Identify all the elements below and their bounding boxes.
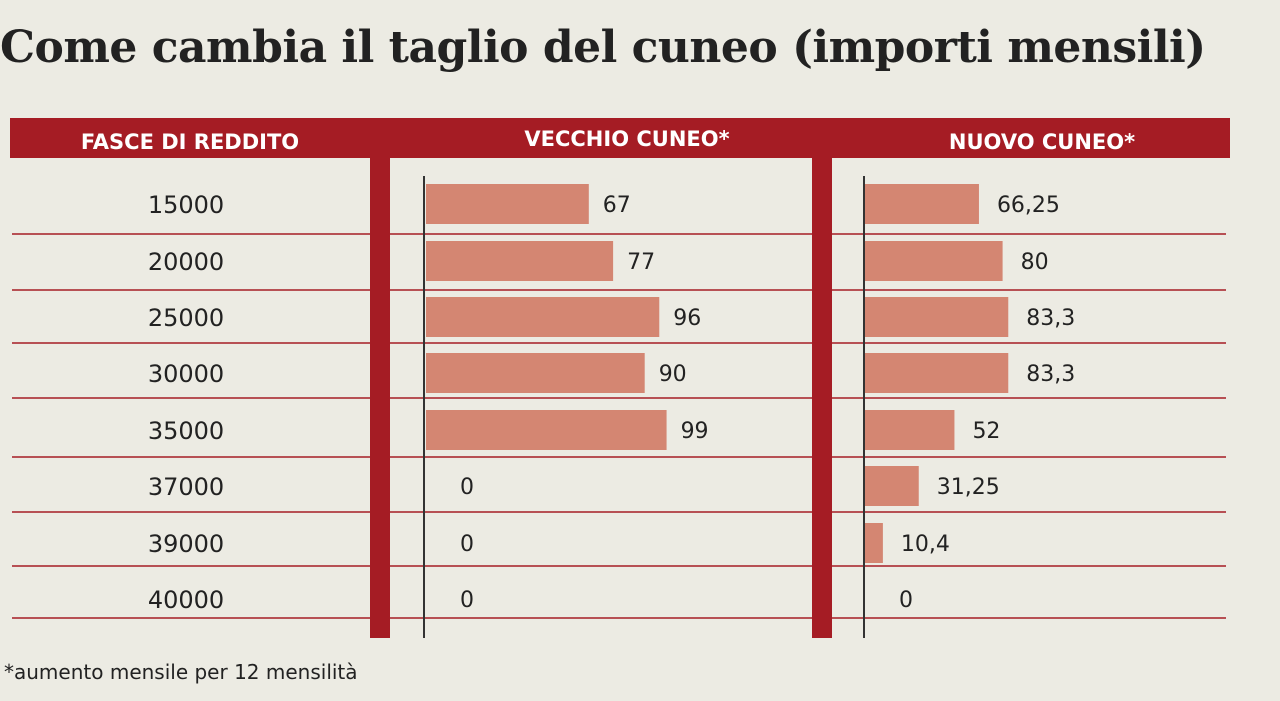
header-category: FASCE DI REDDITO: [81, 130, 299, 154]
category-label: 20000: [148, 248, 224, 276]
new-value-label: 83,3: [1026, 306, 1075, 331]
category-label: 37000: [148, 473, 224, 501]
chart-title: Come cambia il taglio del cuneo (importi…: [0, 22, 1206, 73]
new-value-label: 31,25: [937, 475, 1000, 500]
old-value-label: 0: [460, 588, 474, 613]
old-value-label: 77: [627, 250, 655, 275]
new-value-label: 0: [899, 588, 913, 613]
category-label: 30000: [148, 360, 224, 388]
category-label: 39000: [148, 530, 224, 558]
new-bar: [865, 353, 1009, 393]
new-bar: [865, 523, 883, 563]
new-value-label: 10,4: [901, 532, 950, 557]
old-value-label: 90: [659, 362, 687, 387]
header-new: NUOVO CUNEO*: [949, 130, 1135, 154]
labels: 15000 20000 25000 30000 35000 37000 39000 40000…: [148, 191, 1075, 614]
old-bar: [426, 410, 667, 450]
row-lines: [12, 176, 1226, 638]
new-bar: [865, 410, 955, 450]
chart: FASCE DI REDDITO VECCHIO CUNEO* NUOVO CUNE…: [10, 118, 1230, 638]
new-bar: [865, 184, 979, 224]
category-label: 25000: [148, 304, 224, 332]
old-value-label: 99: [681, 419, 709, 444]
column-divider-right: [812, 150, 832, 638]
new-value-label: 66,25: [997, 193, 1060, 218]
category-label: 40000: [148, 586, 224, 614]
new-value-label: 80: [1021, 250, 1049, 275]
category-label: 35000: [148, 417, 224, 445]
bars: [426, 184, 1009, 563]
old-value-label: 96: [673, 306, 701, 331]
header-band: FASCE DI REDDITO VECCHIO CUNEO* NUOVO CUNE…: [10, 118, 1230, 638]
old-bar: [426, 241, 614, 281]
old-value-label: 0: [460, 475, 474, 500]
column-divider-left: [370, 150, 390, 638]
old-value-label: 67: [603, 193, 631, 218]
new-value-label: 52: [972, 419, 1000, 444]
new-bar: [865, 241, 1003, 281]
header-old: VECCHIO CUNEO*: [524, 127, 729, 151]
old-value-label: 0: [460, 532, 474, 557]
new-value-label: 83,3: [1026, 362, 1075, 387]
old-bar: [426, 184, 589, 224]
footnote: *aumento mensile per 12 mensilità: [4, 660, 358, 684]
category-label: 15000: [148, 191, 224, 219]
old-bar: [426, 353, 645, 393]
old-bar: [426, 297, 660, 337]
new-bar: [865, 466, 919, 506]
header-band-bg: [10, 118, 1230, 158]
new-bar: [865, 297, 1009, 337]
